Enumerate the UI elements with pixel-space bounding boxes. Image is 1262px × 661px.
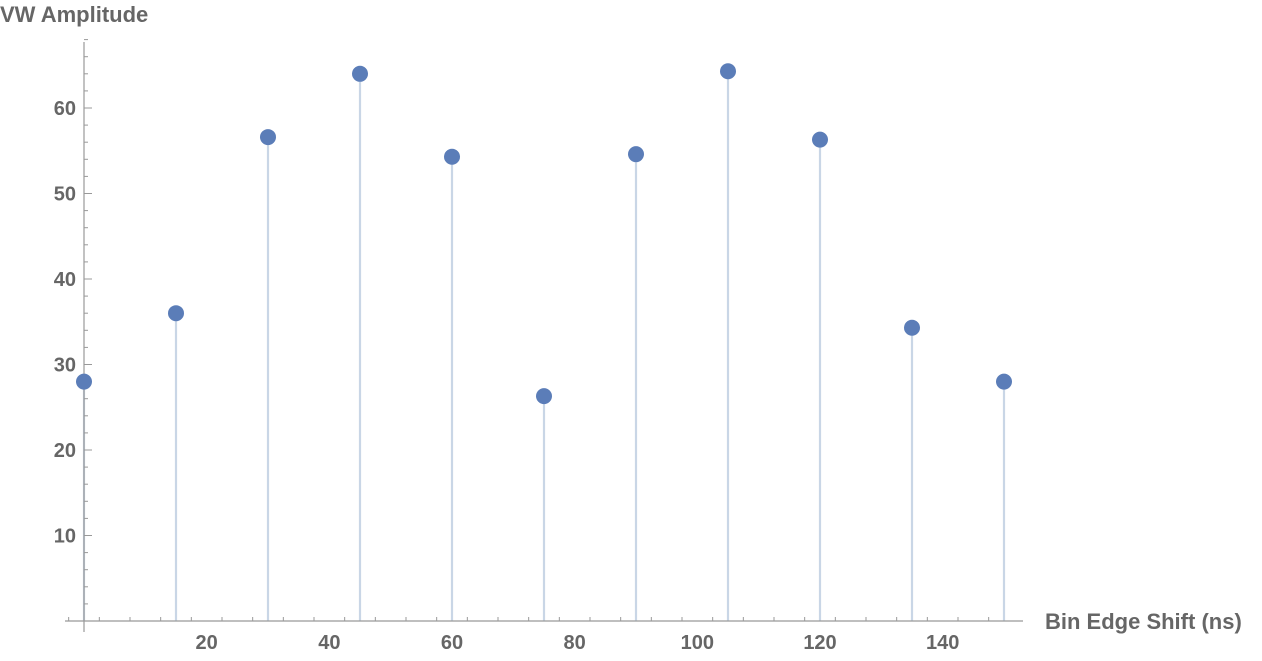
x-tick-label: 40 (318, 632, 340, 654)
data-point (76, 373, 92, 390)
y-tick-label: 60 (54, 98, 76, 120)
y-tick-label: 30 (54, 355, 76, 377)
data-point (720, 63, 736, 80)
ticks-layer: 20 40 60 80 100 120 140 10 20 30 40 50 60 (54, 39, 990, 654)
axes-layer: 20 40 60 80 100 120 140 10 20 30 40 50 60 (54, 39, 1023, 654)
data-point (352, 65, 368, 82)
x-tick-label: 80 (564, 632, 586, 654)
points-layer (76, 63, 1012, 405)
data-point (168, 305, 184, 322)
data-point (812, 131, 828, 148)
data-point (260, 129, 276, 146)
y-tick-label: 50 (54, 184, 76, 206)
data-point (628, 146, 644, 163)
y-tick-label: 20 (54, 440, 76, 462)
x-tick-label: 20 (196, 632, 218, 654)
data-point (444, 148, 460, 165)
data-point (996, 373, 1012, 390)
x-tick-label: 140 (926, 632, 959, 654)
data-point (536, 388, 552, 405)
x-axis-title: Bin Edge Shift (ns) (1045, 609, 1242, 634)
y-tick-label: 40 (54, 269, 76, 291)
x-tick-label: 60 (441, 632, 463, 654)
x-tick-label: 120 (803, 632, 836, 654)
data-point (904, 319, 920, 336)
x-tick-label: 100 (681, 632, 714, 654)
stems-layer (82, 71, 1006, 621)
y-axis-title: VW Amplitude (0, 2, 148, 27)
y-tick-label: 10 (54, 526, 76, 548)
